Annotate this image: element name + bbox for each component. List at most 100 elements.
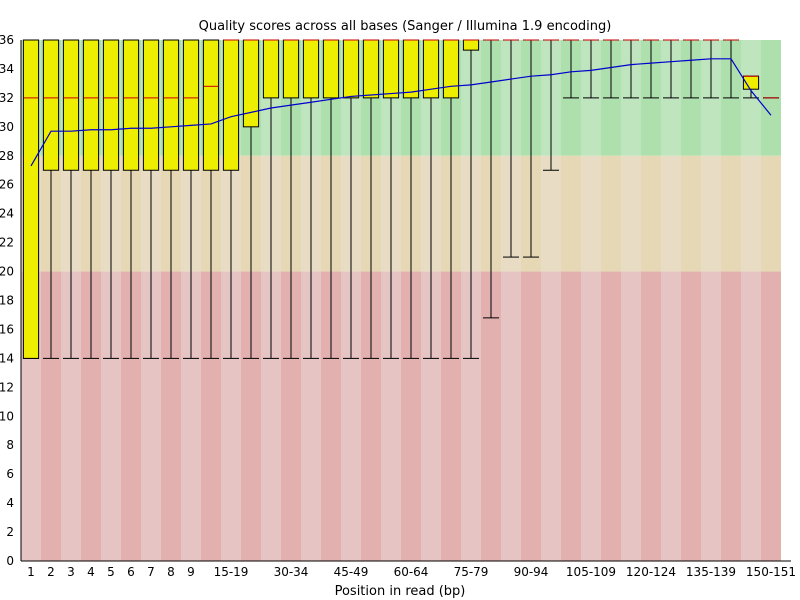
zone-poor-stripe xyxy=(441,271,461,561)
zone-poor-stripe xyxy=(41,271,61,561)
zone-poor-stripe xyxy=(241,271,261,561)
y-tick-label: 34 xyxy=(0,62,14,76)
box-iqr xyxy=(282,39,300,99)
zone-reasonable-stripe xyxy=(721,155,741,272)
y-tick-label: 20 xyxy=(0,265,14,279)
zone-poor-stripe xyxy=(141,271,161,561)
box-iqr xyxy=(342,39,360,99)
quality-zones xyxy=(21,40,781,561)
box-iqr xyxy=(142,39,160,171)
box-iqr xyxy=(442,39,460,99)
y-tick-label: 8 xyxy=(6,438,14,452)
zone-poor-stripe xyxy=(461,271,481,561)
zone-poor-stripe xyxy=(361,271,381,561)
y-tick-label: 22 xyxy=(0,236,14,250)
zone-poor-stripe xyxy=(681,271,701,561)
zone-poor-stripe xyxy=(501,271,521,561)
y-tick-label: 0 xyxy=(6,554,14,568)
zone-poor-stripe xyxy=(541,271,561,561)
y-tick-label: 24 xyxy=(0,207,14,221)
zone-reasonable-stripe xyxy=(661,155,681,272)
zone-reasonable-stripe xyxy=(601,155,621,272)
box-iqr xyxy=(362,39,380,99)
x-tick-label: 5 xyxy=(107,565,115,579)
box-iqr xyxy=(462,39,480,51)
box-iqr xyxy=(222,39,240,171)
y-tick-label: 16 xyxy=(0,322,14,336)
x-tick-label: 30-34 xyxy=(274,565,309,579)
y-tick-label: 32 xyxy=(0,91,14,105)
y-tick-label: 12 xyxy=(0,380,14,394)
x-tick-label: 7 xyxy=(147,565,155,579)
zone-reasonable-stripe xyxy=(701,155,721,272)
zone-reasonable-stripe xyxy=(541,155,561,272)
zone-poor-stripe xyxy=(561,271,581,561)
x-tick-label: 6 xyxy=(127,565,135,579)
box-iqr xyxy=(22,39,40,359)
zone-reasonable-stripe xyxy=(741,155,761,272)
box-iqr xyxy=(182,39,200,171)
zone-poor-stripe xyxy=(161,271,181,561)
zone-reasonable-stripe xyxy=(641,155,661,272)
x-tick-label: 8 xyxy=(167,565,175,579)
box-iqr xyxy=(262,39,280,99)
box-iqr xyxy=(122,39,140,171)
zone-poor-stripe xyxy=(581,271,601,561)
zone-poor-stripe xyxy=(481,271,501,561)
zone-reasonable-stripe xyxy=(681,155,701,272)
x-tick-label: 75-79 xyxy=(454,565,489,579)
box-iqr xyxy=(102,39,120,171)
zone-poor-stripe xyxy=(641,271,661,561)
box-iqr xyxy=(42,39,60,171)
x-tick-label: 90-94 xyxy=(514,565,549,579)
zone-poor-stripe xyxy=(421,271,441,561)
zone-poor-stripe xyxy=(181,271,201,561)
y-tick-label: 28 xyxy=(0,149,14,163)
zone-poor-stripe xyxy=(321,271,341,561)
zone-poor-stripe xyxy=(521,271,541,561)
zone-reasonable-stripe xyxy=(761,155,781,272)
box-iqr xyxy=(322,39,340,99)
zone-poor-stripe xyxy=(81,271,101,561)
x-tick-label: 4 xyxy=(87,565,95,579)
x-axis-label: Position in read (bp) xyxy=(335,584,466,599)
x-tick-label: 15-19 xyxy=(214,565,249,579)
x-tick-label: 3 xyxy=(67,565,75,579)
box-iqr xyxy=(302,39,320,99)
y-tick-label: 6 xyxy=(6,467,14,481)
x-tick-label: 120-124 xyxy=(626,565,676,579)
zone-poor-stripe xyxy=(261,271,281,561)
zone-poor-stripe xyxy=(201,271,221,561)
x-tick-label: 150-151 xyxy=(746,565,796,579)
x-tick-label: 105-109 xyxy=(566,565,616,579)
x-tick-label: 9 xyxy=(187,565,195,579)
x-tick-label: 2 xyxy=(47,565,55,579)
zone-poor-stripe xyxy=(121,271,141,561)
zone-poor-stripe xyxy=(61,271,81,561)
y-tick-label: 10 xyxy=(0,409,14,423)
y-tick-label: 26 xyxy=(0,178,14,192)
y-tick-label: 2 xyxy=(6,525,14,539)
mean-quality-line xyxy=(30,58,772,167)
zone-poor-stripe xyxy=(401,271,421,561)
y-tick-label: 14 xyxy=(0,351,14,365)
zone-poor-stripe xyxy=(721,271,741,561)
zone-reasonable-stripe xyxy=(621,155,641,272)
zone-poor-stripe xyxy=(281,271,301,561)
zone-poor-stripe xyxy=(101,271,121,561)
y-tick-label: 4 xyxy=(6,496,14,510)
zone-poor-stripe xyxy=(621,271,641,561)
box-iqr xyxy=(202,39,220,171)
x-tick-label: 135-139 xyxy=(686,565,736,579)
median-lines xyxy=(23,39,779,99)
y-tick-label: 36 xyxy=(0,33,14,47)
axes xyxy=(20,40,791,562)
zone-reasonable-stripe xyxy=(581,155,601,272)
zone-poor-stripe xyxy=(661,271,681,561)
zone-poor-stripe xyxy=(381,271,401,561)
zone-poor-stripe xyxy=(341,271,361,561)
y-tick-label: 18 xyxy=(0,294,14,308)
x-tick-label: 45-49 xyxy=(334,565,369,579)
